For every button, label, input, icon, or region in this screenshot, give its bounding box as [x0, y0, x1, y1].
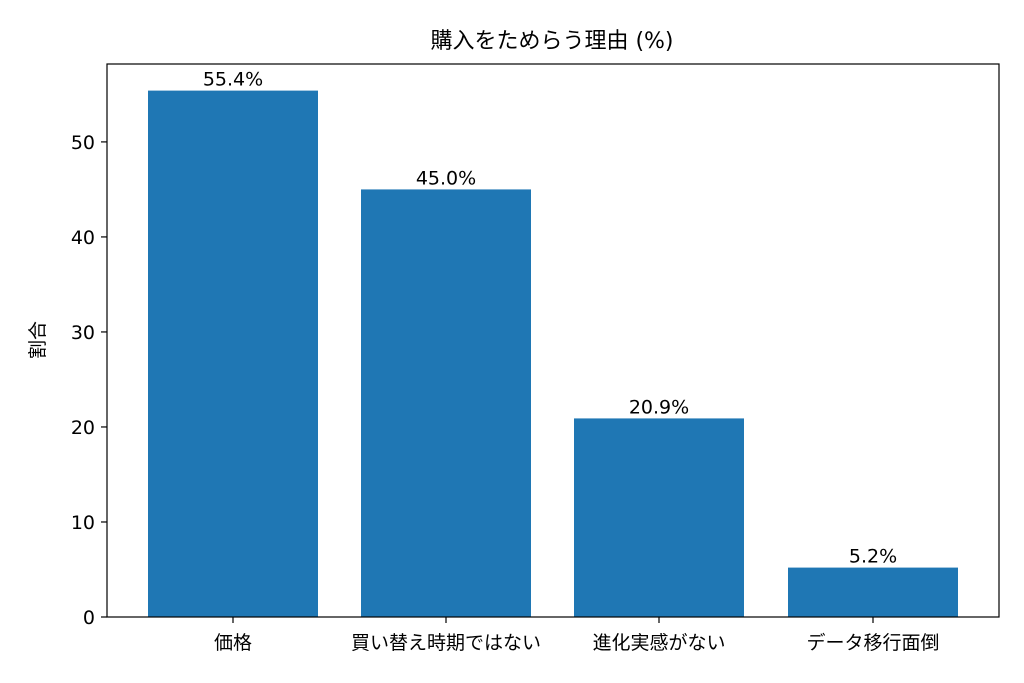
- chart-title: 購入をためらう理由 (%): [430, 29, 673, 54]
- x-tick-label-3: 進化実感がない: [592, 632, 725, 654]
- plot-area-frame: [106, 63, 1000, 618]
- x-tick-label-4: データ移行面倒: [806, 632, 939, 654]
- y-tick-label-20: 20: [71, 417, 95, 439]
- x-tick-label-2: 買い替え時期ではない: [351, 632, 541, 654]
- bar-3: [574, 418, 744, 617]
- bar-2: [361, 189, 531, 618]
- y-tick-label-50: 50: [71, 132, 95, 154]
- y-tick-label-10: 10: [71, 512, 95, 534]
- y-axis-ticks: 0 10 20 30 40 50: [71, 132, 107, 629]
- x-axis-ticks: 価格 買い替え時期ではない 進化実感がない データ移行面倒: [214, 617, 940, 654]
- data-label-1: 55.4%: [203, 69, 263, 91]
- data-labels-group: 55.4% 45.0% 20.9% 5.2%: [203, 69, 897, 568]
- data-label-3: 20.9%: [629, 396, 689, 418]
- bar-4: [788, 567, 958, 617]
- y-tick-label-40: 40: [71, 227, 95, 249]
- bars-group: [148, 90, 958, 618]
- y-axis-label: 割合: [27, 321, 49, 359]
- bar-1: [148, 90, 318, 618]
- data-label-4: 5.2%: [849, 546, 897, 568]
- data-label-2: 45.0%: [416, 167, 476, 189]
- x-tick-label-1: 価格: [214, 632, 252, 654]
- y-tick-label-0: 0: [83, 607, 95, 629]
- y-tick-label-30: 30: [71, 322, 95, 344]
